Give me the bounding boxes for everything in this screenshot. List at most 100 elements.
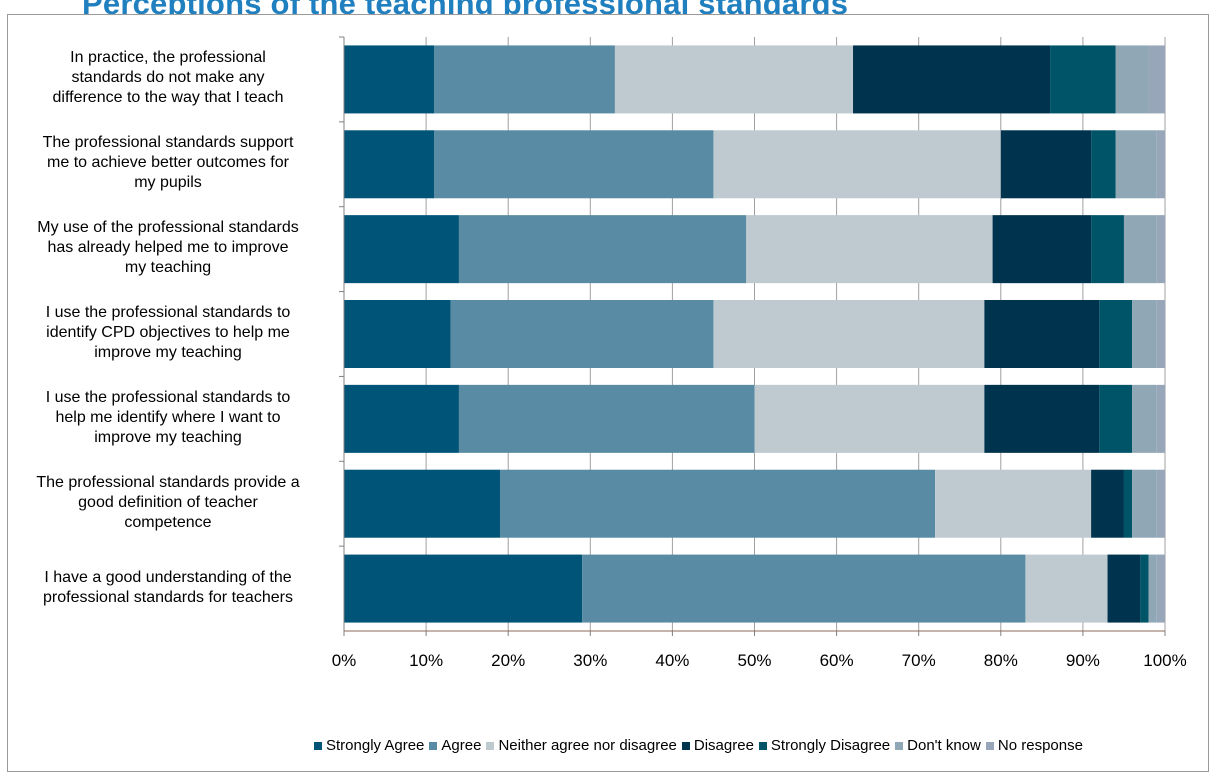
bar-segment xyxy=(1091,469,1124,538)
category-label-line: improve my teaching xyxy=(94,428,242,446)
bar-segment xyxy=(1123,469,1133,538)
category-label-line: good definition of teacher xyxy=(78,493,258,511)
category-label: I have a good understanding of the profes… xyxy=(18,568,318,608)
bar-segment xyxy=(1099,300,1133,368)
bar-segment xyxy=(1025,554,1108,623)
legend-label: Don't know xyxy=(907,737,981,754)
category-label: In practice, the professional standards d… xyxy=(18,48,318,108)
bar-segment xyxy=(1156,215,1165,284)
bar-segment xyxy=(1000,130,1092,199)
category-label-line: I have a good understanding of the xyxy=(44,568,292,586)
category-label-line: competence xyxy=(124,513,212,531)
bar-segment xyxy=(853,45,1051,114)
x-tick-label: 10% xyxy=(409,651,443,670)
bar-segment xyxy=(434,130,714,199)
legend-swatch xyxy=(895,741,904,750)
bar-segment xyxy=(1148,45,1165,114)
bar-segment xyxy=(1156,384,1165,453)
x-tick-label: 80% xyxy=(984,651,1018,670)
bar-segment xyxy=(1091,130,1116,199)
legend-label: Agree xyxy=(441,737,482,754)
legend-item: Disagree xyxy=(681,737,754,754)
bar-segment xyxy=(344,469,500,538)
bar-segment xyxy=(1156,469,1165,538)
bar-segment xyxy=(984,384,1100,453)
bar-segment xyxy=(458,384,755,453)
legend-label: Strongly Agree xyxy=(326,737,425,754)
category-label-line: improve my teaching xyxy=(94,344,242,361)
x-tick-label: 90% xyxy=(1066,651,1100,670)
category-label-line: identify CPD objectives to help me xyxy=(46,324,290,341)
bar-segment xyxy=(935,469,1092,538)
bar-segment xyxy=(1148,554,1157,623)
bar-segment xyxy=(344,45,435,114)
legend-label: Neither agree nor disagree xyxy=(498,737,677,754)
category-label-line: My use of the professional standards xyxy=(37,219,299,237)
category-label-line: The professional standards support xyxy=(42,134,294,152)
category-label: My use of the professional standards has … xyxy=(18,218,318,278)
bar-segment xyxy=(344,300,451,368)
legend-swatch xyxy=(429,741,438,750)
legend-item: Strongly Disagree xyxy=(758,737,891,754)
bar-segment xyxy=(984,300,1100,368)
bar-segment xyxy=(582,554,1026,623)
legend-item: Neither agree nor disagree xyxy=(486,737,677,754)
bar-segment xyxy=(434,45,615,114)
legend-label: Strongly Disagree xyxy=(770,737,891,754)
legend-items: Strongly Agree Agree Neither agree nor dis… xyxy=(314,737,1088,754)
legend-item: No response xyxy=(985,737,1083,754)
chart-legend: Strongly Agree Agree Neither agree nor dis… xyxy=(314,737,1214,754)
axis-layer: 0% 10% 20% 30% 40% 50% 60% 70% 80% 90% 100% xyxy=(332,36,1187,670)
x-tick-label: 70% xyxy=(902,651,936,670)
bar-segment xyxy=(1156,554,1165,623)
bar-segment xyxy=(1091,215,1124,284)
bar-segment xyxy=(1156,130,1165,199)
x-tick-label: 100% xyxy=(1143,651,1186,670)
bar-segment xyxy=(1132,384,1157,453)
bar-segment xyxy=(1115,130,1157,199)
category-label-line: I use the professional standards to xyxy=(45,388,291,406)
bar-segment xyxy=(1115,45,1149,114)
bar-segment xyxy=(746,215,993,284)
legend-swatch xyxy=(758,741,767,750)
bar-segment xyxy=(344,130,435,199)
bar-segment xyxy=(713,300,985,368)
legend-swatch xyxy=(681,741,690,750)
bar-segment xyxy=(1132,469,1157,538)
category-label-line: standards do not make any xyxy=(71,69,265,87)
bar-segment xyxy=(992,215,1092,284)
bar-segment xyxy=(450,300,714,368)
bar-segment xyxy=(1107,554,1141,623)
category-label-line: help me identify where I want to xyxy=(55,408,281,426)
x-tick-label: 0% xyxy=(332,651,357,670)
bar-segment xyxy=(1123,215,1157,284)
x-tick-label: 60% xyxy=(820,651,854,670)
category-label-line: The professional standards provide a xyxy=(36,473,300,491)
category-label: I use the professional standards to help … xyxy=(18,388,318,448)
x-tick-label: 30% xyxy=(573,651,607,670)
category-label-line: my teaching xyxy=(124,259,212,277)
category-label-line: my pupils xyxy=(134,174,202,192)
legend-label: Disagree xyxy=(693,737,754,754)
category-label-line: difference to the way that I teach xyxy=(52,89,284,107)
bar-segment xyxy=(614,45,854,114)
category-label-line: In practice, the professional xyxy=(70,49,266,67)
bar-segment xyxy=(754,384,985,453)
category-label: I use the professional standards to ident… xyxy=(18,303,318,363)
x-tick-label: 50% xyxy=(737,651,771,670)
x-tick-label: 40% xyxy=(655,651,689,670)
category-label-line: professional standards for teachers xyxy=(43,588,293,606)
bar-segment xyxy=(458,215,747,284)
category-label-line: me to achieve better outcomes for xyxy=(47,154,289,172)
bar-segment xyxy=(1050,45,1116,114)
bar-segment xyxy=(499,469,936,538)
category-label-line: I use the professional standards to xyxy=(45,304,291,321)
bars-layer xyxy=(344,45,1165,623)
bar-segment xyxy=(1099,384,1133,453)
category-label-line: has already helped me to improve xyxy=(47,239,289,257)
legend-swatch xyxy=(486,741,495,750)
bar-segment xyxy=(1156,300,1165,368)
legend-item: Don't know xyxy=(895,737,981,754)
bar-segment xyxy=(713,130,1001,199)
